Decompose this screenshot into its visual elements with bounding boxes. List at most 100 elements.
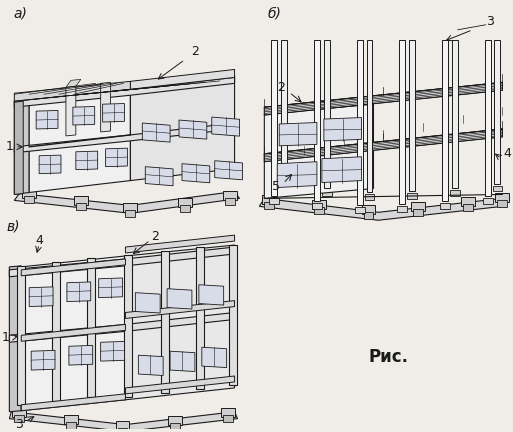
Polygon shape — [180, 205, 190, 212]
Polygon shape — [9, 412, 238, 432]
Polygon shape — [277, 162, 317, 187]
Polygon shape — [496, 194, 509, 202]
Polygon shape — [69, 346, 93, 365]
Text: 3: 3 — [15, 418, 23, 431]
Polygon shape — [31, 350, 55, 370]
Polygon shape — [66, 86, 76, 136]
Polygon shape — [196, 247, 204, 389]
Polygon shape — [215, 161, 243, 180]
Polygon shape — [223, 191, 236, 200]
Text: 1: 1 — [2, 331, 9, 344]
Polygon shape — [225, 198, 234, 205]
Polygon shape — [271, 40, 277, 197]
Polygon shape — [170, 422, 180, 429]
Polygon shape — [450, 191, 460, 197]
Polygon shape — [199, 285, 224, 305]
Polygon shape — [495, 40, 501, 184]
Polygon shape — [67, 282, 91, 302]
Polygon shape — [103, 104, 125, 122]
Polygon shape — [125, 255, 132, 397]
Polygon shape — [14, 81, 130, 101]
Polygon shape — [314, 40, 320, 201]
Text: в): в) — [6, 219, 20, 233]
Polygon shape — [135, 292, 160, 313]
Polygon shape — [264, 104, 373, 198]
Polygon shape — [357, 40, 363, 205]
Polygon shape — [76, 151, 97, 170]
Polygon shape — [324, 40, 330, 188]
Polygon shape — [14, 415, 24, 422]
Polygon shape — [170, 351, 195, 372]
Polygon shape — [9, 266, 21, 412]
Polygon shape — [264, 129, 502, 162]
Text: 1: 1 — [6, 140, 13, 153]
Polygon shape — [124, 203, 137, 212]
Text: a): a) — [13, 7, 27, 21]
Text: 5: 5 — [272, 180, 280, 193]
Polygon shape — [87, 258, 95, 397]
Polygon shape — [66, 422, 76, 429]
Polygon shape — [354, 207, 365, 213]
Polygon shape — [168, 416, 182, 425]
Text: 2: 2 — [277, 81, 285, 94]
Polygon shape — [461, 197, 475, 206]
Polygon shape — [74, 197, 88, 205]
Polygon shape — [264, 83, 502, 115]
Polygon shape — [452, 40, 458, 188]
Polygon shape — [29, 87, 130, 193]
Polygon shape — [76, 203, 86, 210]
Polygon shape — [14, 77, 234, 107]
Polygon shape — [366, 40, 372, 193]
Polygon shape — [262, 195, 276, 204]
Polygon shape — [14, 99, 29, 194]
Polygon shape — [9, 247, 234, 277]
Polygon shape — [492, 185, 502, 191]
Polygon shape — [322, 191, 332, 197]
Polygon shape — [182, 164, 210, 183]
Polygon shape — [39, 155, 61, 174]
Polygon shape — [440, 203, 450, 210]
Polygon shape — [279, 123, 317, 146]
Polygon shape — [98, 278, 123, 298]
Polygon shape — [24, 197, 34, 203]
Polygon shape — [17, 266, 25, 405]
Polygon shape — [364, 212, 373, 219]
Polygon shape — [212, 117, 240, 136]
Polygon shape — [126, 235, 234, 253]
Polygon shape — [14, 101, 23, 194]
Polygon shape — [411, 202, 425, 211]
Polygon shape — [407, 194, 417, 200]
Polygon shape — [126, 245, 234, 400]
Polygon shape — [362, 205, 376, 214]
Polygon shape — [22, 190, 36, 198]
Text: б): б) — [267, 7, 281, 21]
Polygon shape — [442, 40, 448, 201]
Text: 4: 4 — [35, 234, 43, 247]
Polygon shape — [106, 148, 127, 167]
Polygon shape — [117, 428, 127, 432]
Polygon shape — [365, 194, 374, 200]
Polygon shape — [52, 262, 60, 401]
Polygon shape — [312, 200, 326, 210]
Polygon shape — [73, 107, 95, 125]
Polygon shape — [21, 259, 126, 276]
Polygon shape — [130, 76, 234, 181]
Polygon shape — [139, 355, 163, 375]
Polygon shape — [179, 120, 207, 139]
Polygon shape — [145, 167, 173, 186]
Polygon shape — [322, 157, 362, 183]
Polygon shape — [281, 40, 287, 184]
Text: 2: 2 — [191, 45, 199, 58]
Polygon shape — [260, 198, 502, 220]
Polygon shape — [485, 40, 490, 197]
Polygon shape — [463, 204, 472, 211]
Polygon shape — [413, 210, 423, 216]
Polygon shape — [229, 245, 236, 385]
Polygon shape — [9, 312, 234, 342]
Polygon shape — [12, 408, 26, 417]
Polygon shape — [167, 289, 192, 309]
Polygon shape — [498, 200, 507, 207]
Polygon shape — [324, 118, 362, 141]
Polygon shape — [21, 256, 126, 411]
Polygon shape — [409, 40, 415, 191]
